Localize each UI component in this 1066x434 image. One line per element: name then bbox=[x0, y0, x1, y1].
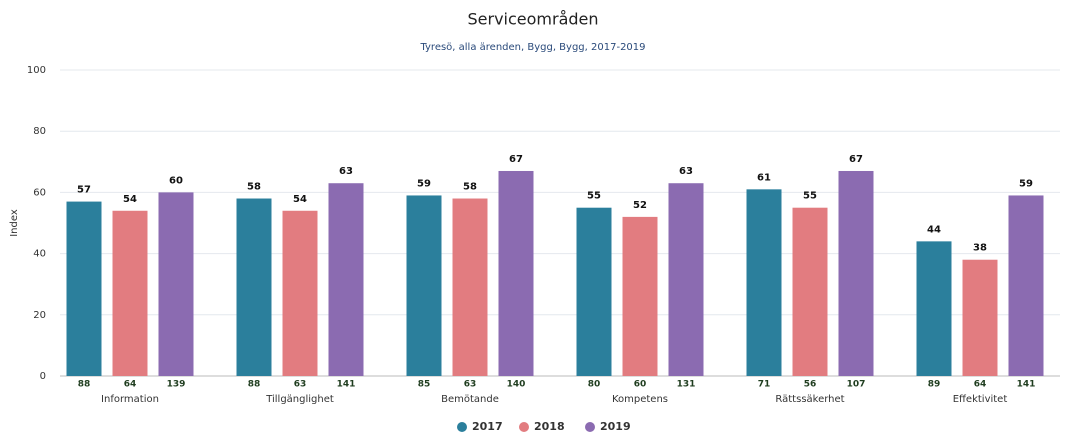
bar bbox=[112, 210, 148, 376]
x-tick-label: Bemötande bbox=[441, 394, 499, 405]
count-label: 63 bbox=[464, 380, 477, 390]
count-label: 85 bbox=[418, 380, 431, 390]
y-tick-label: 80 bbox=[33, 126, 46, 137]
bar bbox=[668, 183, 704, 376]
y-tick-label: 100 bbox=[27, 65, 46, 76]
chart-title: Serviceområden bbox=[467, 10, 598, 29]
y-tick-label: 60 bbox=[33, 187, 46, 198]
count-label: 64 bbox=[124, 380, 137, 390]
bar bbox=[838, 170, 874, 376]
count-label: 140 bbox=[507, 380, 526, 390]
x-tick-label: Kompetens bbox=[612, 394, 668, 405]
count-label: 139 bbox=[167, 380, 186, 390]
value-label: 58 bbox=[463, 182, 477, 193]
count-label: 141 bbox=[1017, 380, 1036, 390]
legend-swatch bbox=[519, 422, 529, 432]
value-label: 38 bbox=[973, 243, 987, 254]
value-label: 59 bbox=[417, 178, 431, 189]
y-tick-label: 0 bbox=[40, 371, 46, 382]
value-label: 59 bbox=[1019, 178, 1033, 189]
x-tick-label: Information bbox=[101, 394, 159, 405]
y-tick-label: 20 bbox=[33, 310, 46, 321]
bar bbox=[452, 198, 488, 376]
legend-label: 2019 bbox=[600, 420, 631, 433]
bar bbox=[282, 210, 318, 376]
count-label: 88 bbox=[248, 380, 261, 390]
value-label: 55 bbox=[803, 191, 817, 202]
value-label: 44 bbox=[927, 224, 941, 235]
y-axis-label: Index bbox=[9, 209, 20, 237]
x-tick-label: Tillgänglighet bbox=[265, 394, 334, 405]
bar bbox=[622, 216, 658, 376]
value-label: 57 bbox=[77, 185, 91, 196]
bar bbox=[158, 192, 194, 376]
bar bbox=[66, 201, 102, 376]
value-label: 61 bbox=[757, 172, 771, 183]
legend-swatch bbox=[457, 422, 467, 432]
bar bbox=[576, 207, 612, 376]
value-label: 60 bbox=[169, 175, 183, 186]
bar bbox=[962, 259, 998, 376]
bar bbox=[916, 241, 952, 376]
value-label: 67 bbox=[849, 154, 863, 165]
count-label: 64 bbox=[974, 380, 987, 390]
bar bbox=[792, 207, 828, 376]
value-label: 67 bbox=[509, 154, 523, 165]
x-tick-label: Effektivitet bbox=[953, 394, 1008, 405]
bar bbox=[746, 189, 782, 376]
chart-subtitle: Tyresö, alla ärenden, Bygg, Bygg, 2017-2… bbox=[419, 42, 645, 53]
bar bbox=[1008, 195, 1044, 376]
value-label: 63 bbox=[679, 166, 693, 177]
count-label: 89 bbox=[928, 380, 941, 390]
count-label: 71 bbox=[758, 380, 771, 390]
value-label: 54 bbox=[123, 194, 137, 205]
value-label: 63 bbox=[339, 166, 353, 177]
y-tick-label: 40 bbox=[33, 249, 46, 260]
count-label: 107 bbox=[847, 380, 866, 390]
bar bbox=[236, 198, 272, 376]
bar bbox=[328, 183, 364, 376]
count-label: 56 bbox=[804, 380, 817, 390]
legend-label: 2017 bbox=[472, 420, 503, 433]
value-label: 52 bbox=[633, 200, 647, 211]
value-label: 58 bbox=[247, 182, 261, 193]
count-label: 80 bbox=[588, 380, 601, 390]
bar bbox=[406, 195, 442, 376]
legend-swatch bbox=[585, 422, 595, 432]
count-label: 63 bbox=[294, 380, 307, 390]
count-label: 60 bbox=[634, 380, 647, 390]
value-label: 55 bbox=[587, 191, 601, 202]
value-label: 54 bbox=[293, 194, 307, 205]
bar bbox=[498, 170, 534, 376]
legend-label: 2018 bbox=[534, 420, 565, 433]
count-label: 141 bbox=[337, 380, 356, 390]
count-label: 88 bbox=[78, 380, 91, 390]
x-tick-label: Rättssäkerhet bbox=[775, 394, 844, 405]
count-label: 131 bbox=[677, 380, 696, 390]
